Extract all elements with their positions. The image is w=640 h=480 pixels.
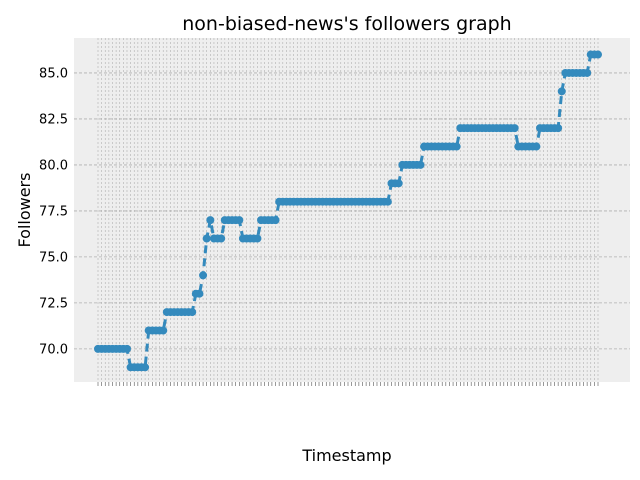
data-point <box>217 234 226 243</box>
y-tick-label: 80.0 <box>39 158 68 173</box>
data-point <box>206 216 215 225</box>
y-tick-label: 72.5 <box>39 296 68 311</box>
data-point <box>159 326 168 335</box>
data-point <box>122 344 131 353</box>
y-tick-label: 70.0 <box>39 342 68 357</box>
data-point <box>141 363 150 372</box>
x-grid-lines <box>97 38 599 382</box>
data-point <box>271 216 280 225</box>
x-axis-label: Timestamp <box>301 446 391 465</box>
data-point <box>510 124 519 133</box>
y-tick-label: 77.5 <box>39 204 68 219</box>
data-point <box>202 234 211 243</box>
data-point <box>394 179 403 188</box>
chart-title: non-biased-news's followers graph <box>182 13 511 35</box>
y-tick-label: 82.5 <box>39 112 68 127</box>
y-axis-label: Followers <box>15 173 34 248</box>
data-point <box>416 160 425 169</box>
data-point <box>532 142 541 151</box>
y-tick-label: 85.0 <box>39 66 68 81</box>
y-grid-lines <box>74 72 630 350</box>
y-tick-label: 75.0 <box>39 250 68 265</box>
data-point <box>554 124 563 133</box>
x-tick-marks <box>97 382 599 386</box>
data-point <box>452 142 461 151</box>
data-point <box>583 68 592 77</box>
data-point <box>557 87 566 96</box>
data-point <box>199 271 208 280</box>
data-point <box>253 234 262 243</box>
data-point <box>188 308 197 317</box>
data-point <box>594 50 602 59</box>
series-layer <box>94 50 602 372</box>
y-tick-labels: 70.0 72.5 75.0 77.5 80.0 82.5 85.0 <box>39 66 68 357</box>
data-point <box>383 197 392 206</box>
data-point <box>195 289 204 298</box>
data-point <box>235 216 244 225</box>
